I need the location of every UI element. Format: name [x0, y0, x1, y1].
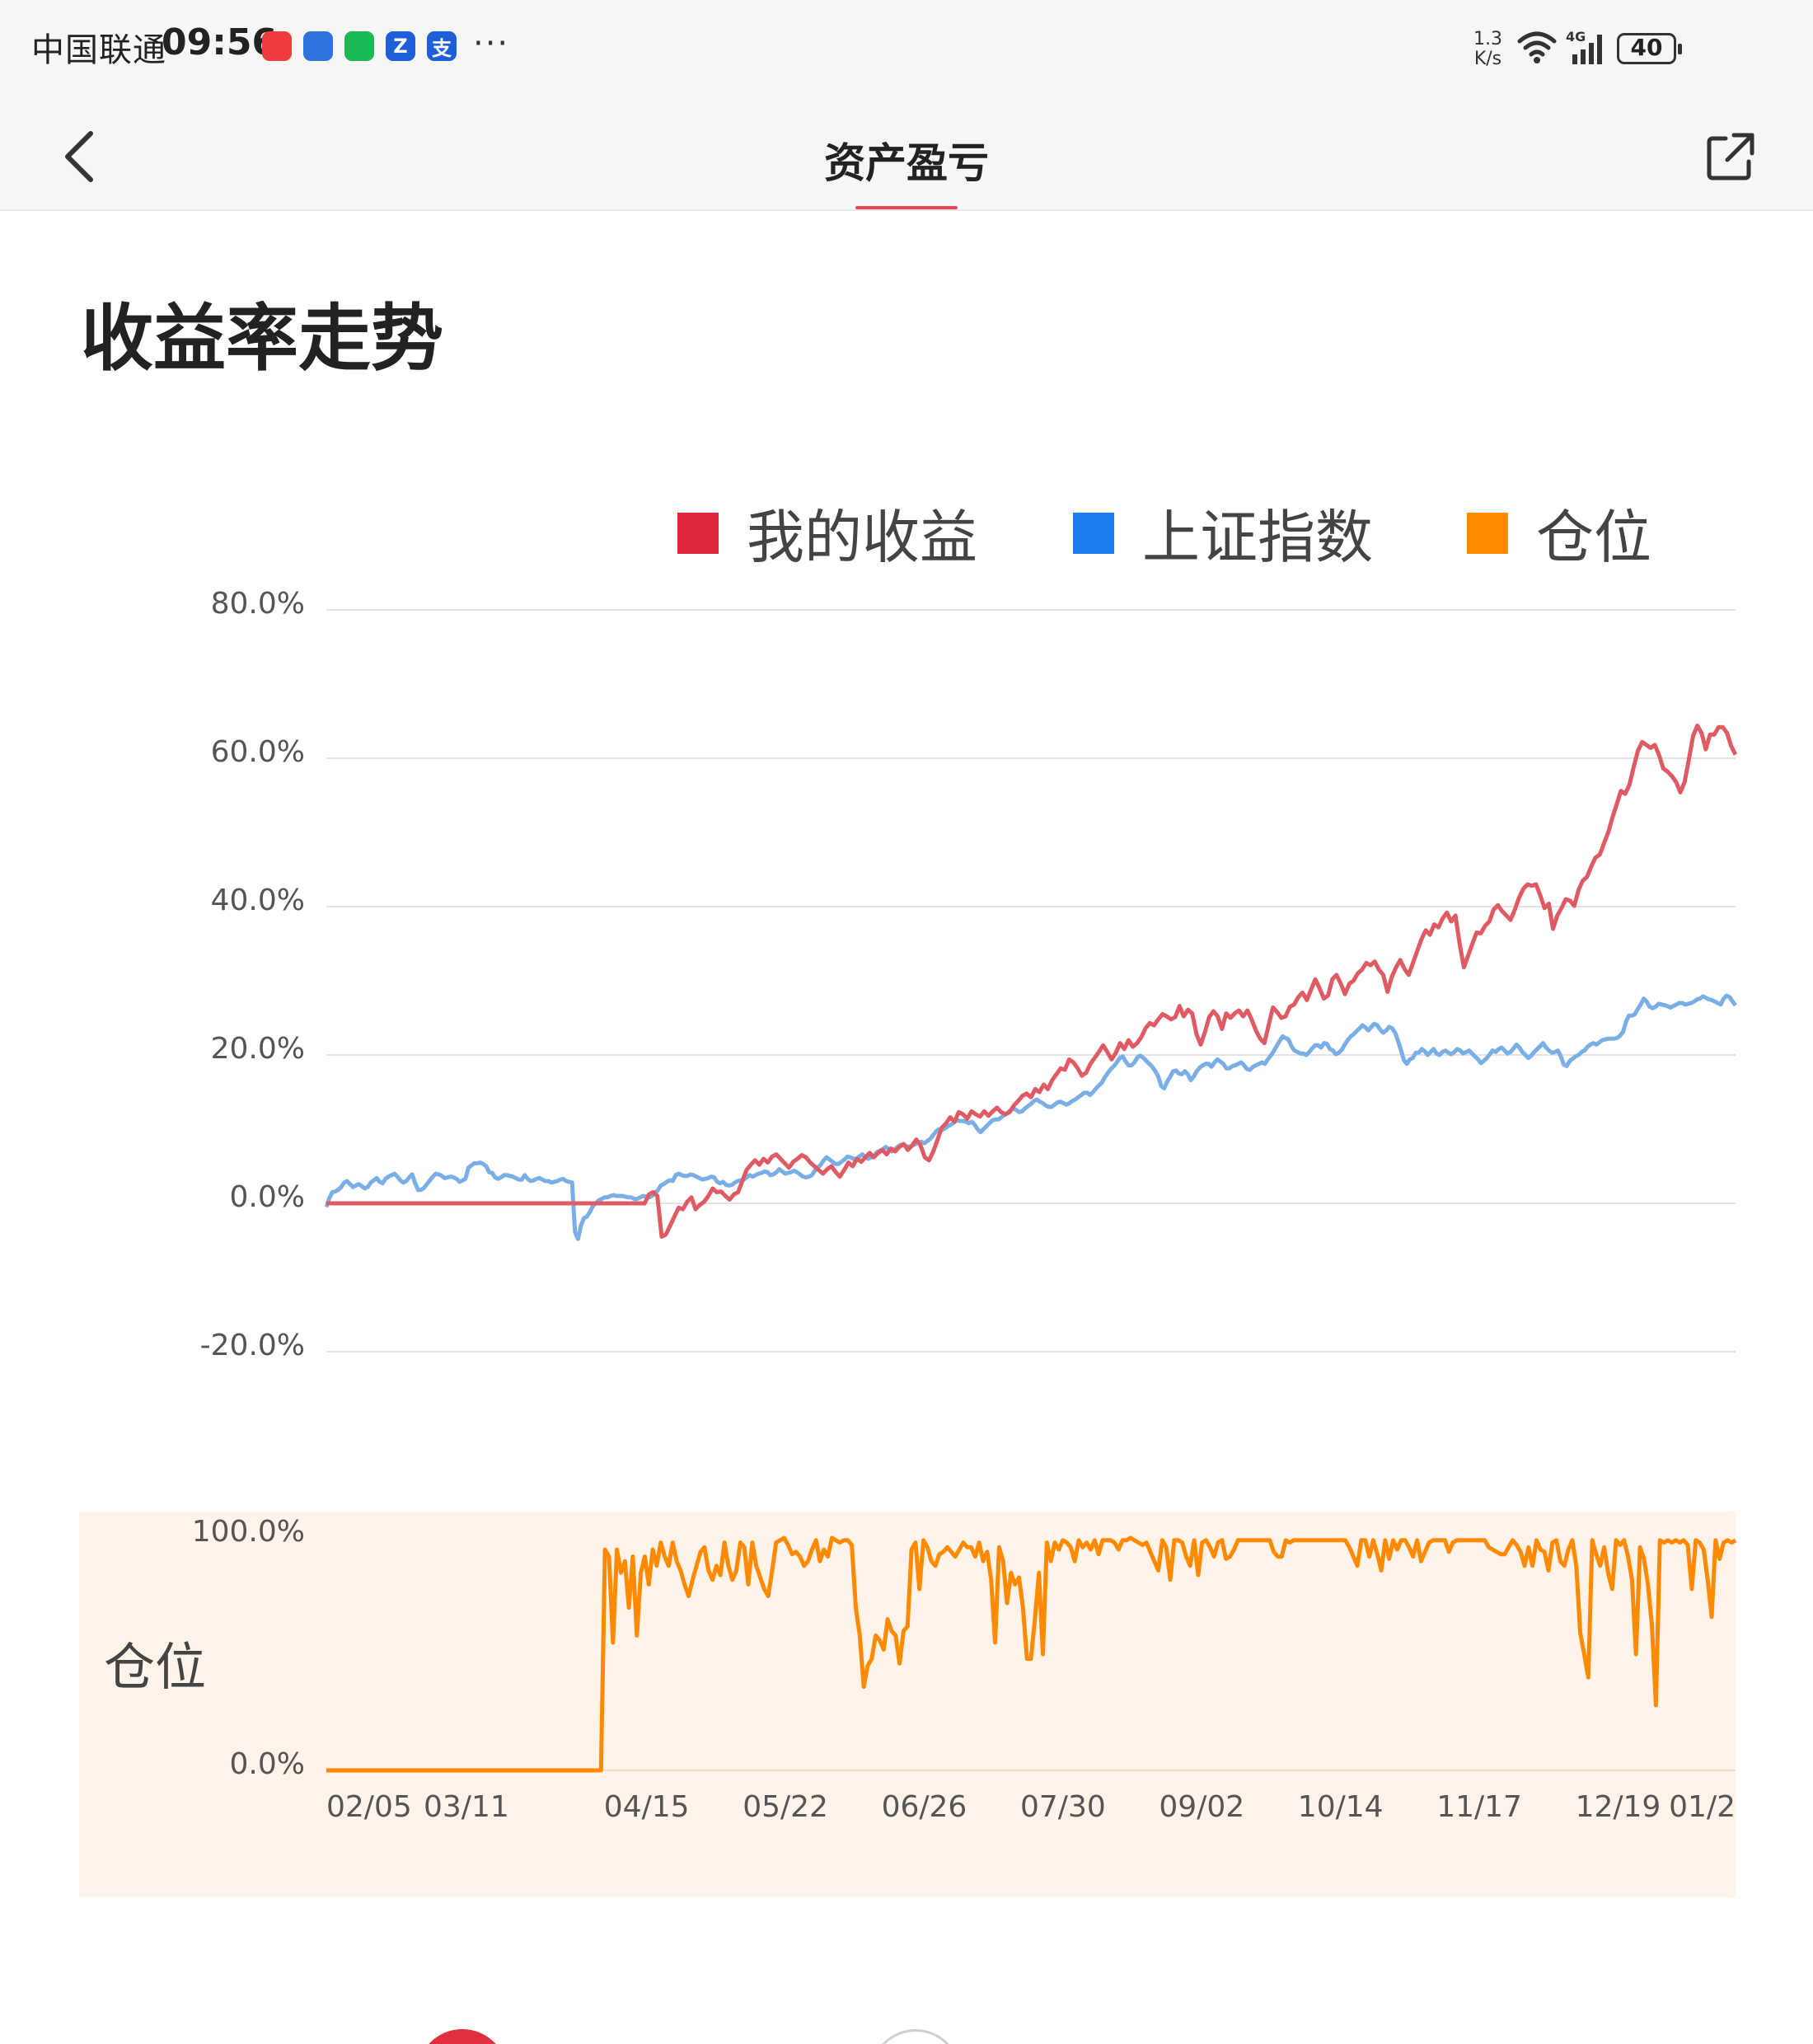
network-speed-value: 1.3 — [1473, 29, 1502, 49]
legend-label-position: 仓位 — [1536, 504, 1651, 571]
x-tick-label: 06/26 — [882, 1790, 967, 1824]
legend-item-my-return[interactable]: 我的收益 — [677, 491, 977, 574]
shanghai-index-line — [324, 993, 1737, 1241]
network-speed-unit: K/s — [1473, 49, 1502, 69]
position-chart-background — [79, 1512, 1736, 1897]
carrier-name: 中国联通 — [31, 31, 166, 69]
x-tick-label: 04/15 — [604, 1790, 690, 1824]
page-title: 资产盈亏 — [824, 139, 989, 187]
network-speed: 1.3 K/s — [1473, 30, 1502, 69]
y-tick-label: 20.0% — [211, 1032, 305, 1066]
more-notifications-icon: ··· — [473, 25, 510, 63]
legend-label-shanghai-index: 上证指数 — [1142, 504, 1373, 571]
network-type: 4G — [1566, 30, 1586, 45]
position-side-label: 仓位 — [104, 1637, 206, 1697]
y-tick-label: 80.0% — [211, 587, 305, 621]
my-return-line — [326, 723, 1738, 1239]
y-tick-label: -20.0% — [200, 1329, 305, 1362]
x-tick-label: 07/30 — [1020, 1790, 1106, 1824]
wifi-icon — [1517, 31, 1557, 63]
battery-indicator: 40 — [1617, 33, 1682, 64]
x-tick-label: 10/14 — [1298, 1790, 1384, 1824]
alipay-icon: 支 — [427, 31, 457, 61]
position-y-tick-label: 100.0% — [192, 1515, 305, 1549]
y-tick-label: 40.0% — [211, 884, 305, 917]
x-tick-label: 12/19 — [1576, 1790, 1661, 1824]
back-arrow-icon[interactable] — [49, 124, 115, 190]
legend-label-my-return: 我的收益 — [747, 504, 977, 571]
app-store-icon — [303, 31, 333, 61]
x-tick-label: 01/2 — [1669, 1790, 1736, 1824]
zhihu-icon: Z — [386, 31, 415, 61]
cellular-signal-icon: 4G — [1566, 30, 1602, 64]
x-tick-label: 09/02 — [1159, 1790, 1244, 1824]
x-tick-label: 11/17 — [1436, 1790, 1522, 1824]
section-title: 收益率走势 — [81, 296, 444, 381]
wechat-icon — [344, 31, 374, 61]
x-tick-label: 05/22 — [743, 1790, 828, 1824]
y-tick-label: 60.0% — [211, 735, 305, 769]
battery-level: 40 — [1630, 34, 1663, 61]
y-tick-label: 0.0% — [230, 1180, 305, 1214]
clock: 09:56 — [162, 21, 278, 63]
huawei-mall-icon — [262, 31, 292, 61]
legend-swatch-shanghai-index — [1073, 512, 1114, 554]
legend-swatch-my-return — [677, 512, 719, 554]
title-underline — [855, 206, 958, 209]
position-line — [326, 1535, 1737, 1773]
x-tick-label: 02/05 — [326, 1790, 412, 1824]
x-tick-label: 03/11 — [424, 1790, 509, 1824]
legend-item-shanghai-index[interactable]: 上证指数 — [1073, 491, 1373, 574]
share-external-icon[interactable] — [1698, 124, 1764, 190]
legend-item-position[interactable]: 仓位 — [1467, 491, 1651, 574]
legend-swatch-position — [1467, 512, 1508, 554]
navigation-bar: 资产盈亏 — [0, 99, 1813, 211]
position-y-tick-label: 0.0% — [230, 1747, 305, 1781]
